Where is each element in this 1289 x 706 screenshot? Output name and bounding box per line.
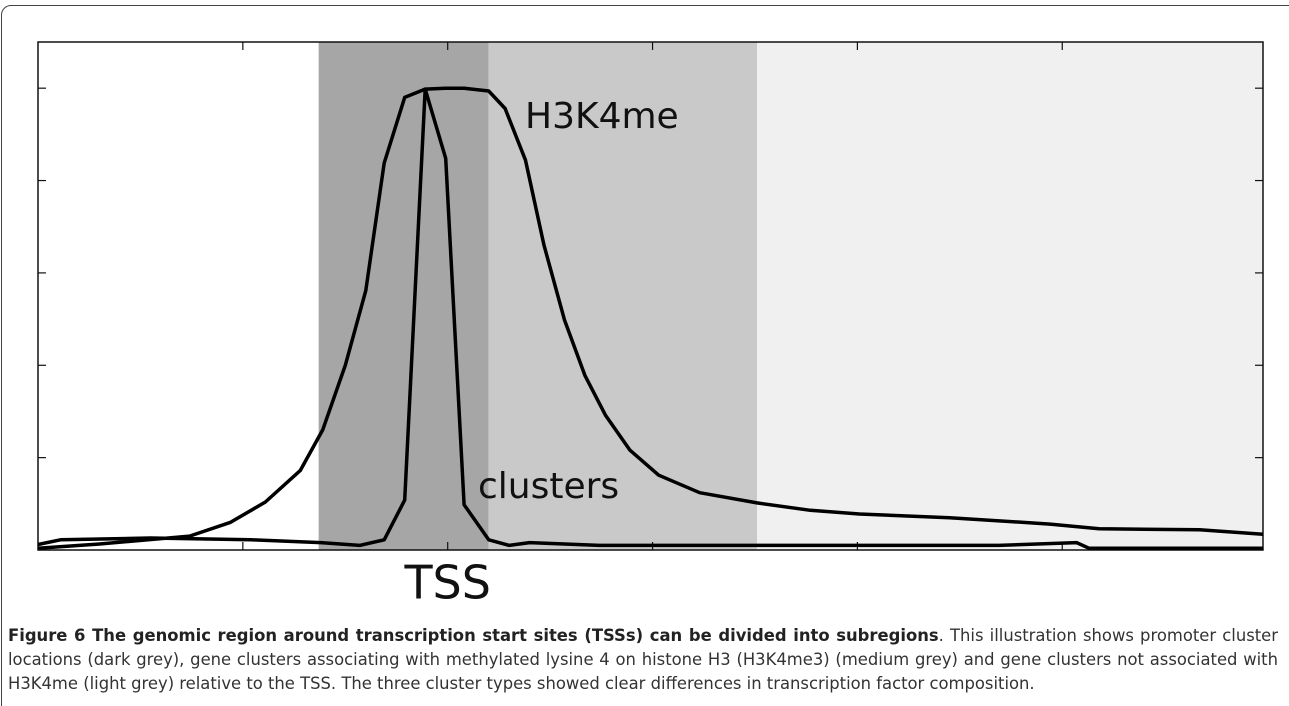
region [757,42,1263,550]
annotation: H3K4me [525,96,679,137]
plot-frame [37,41,1264,551]
line [37,86,1264,550]
x-tick-label: TSS [403,556,491,610]
line [37,87,1263,550]
annotation: clusters [478,466,619,507]
figure-frame [1,5,1289,706]
chart: TSS H3K4me clusters [37,41,1264,610]
region [488,42,758,550]
caption-title: Figure 6 The genomic region around trans… [8,626,939,645]
caption-text: . This illustration shows promoter clust… [8,626,1278,693]
caption: Figure 6 The genomic region around trans… [8,624,1278,696]
